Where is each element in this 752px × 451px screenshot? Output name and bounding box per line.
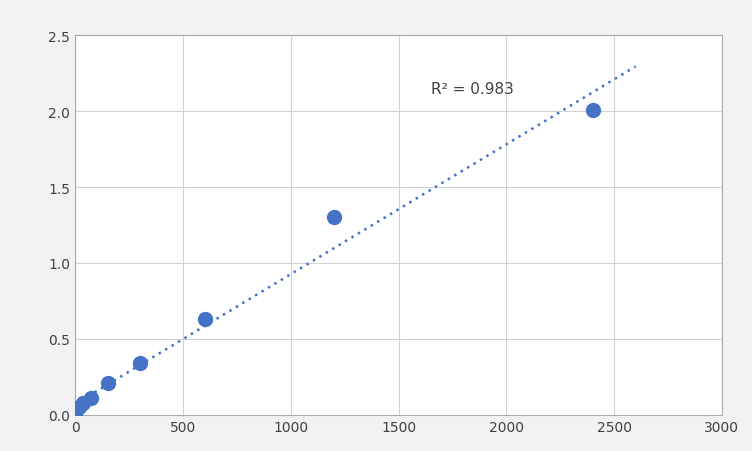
Point xyxy=(134,360,146,367)
Text: R² = 0.983: R² = 0.983 xyxy=(431,82,514,97)
Point xyxy=(73,404,85,411)
Point xyxy=(587,107,599,114)
Point xyxy=(199,316,211,323)
Point xyxy=(69,411,81,419)
Point xyxy=(102,379,114,387)
Point xyxy=(328,214,340,221)
Point xyxy=(85,395,98,402)
Point xyxy=(77,399,89,406)
